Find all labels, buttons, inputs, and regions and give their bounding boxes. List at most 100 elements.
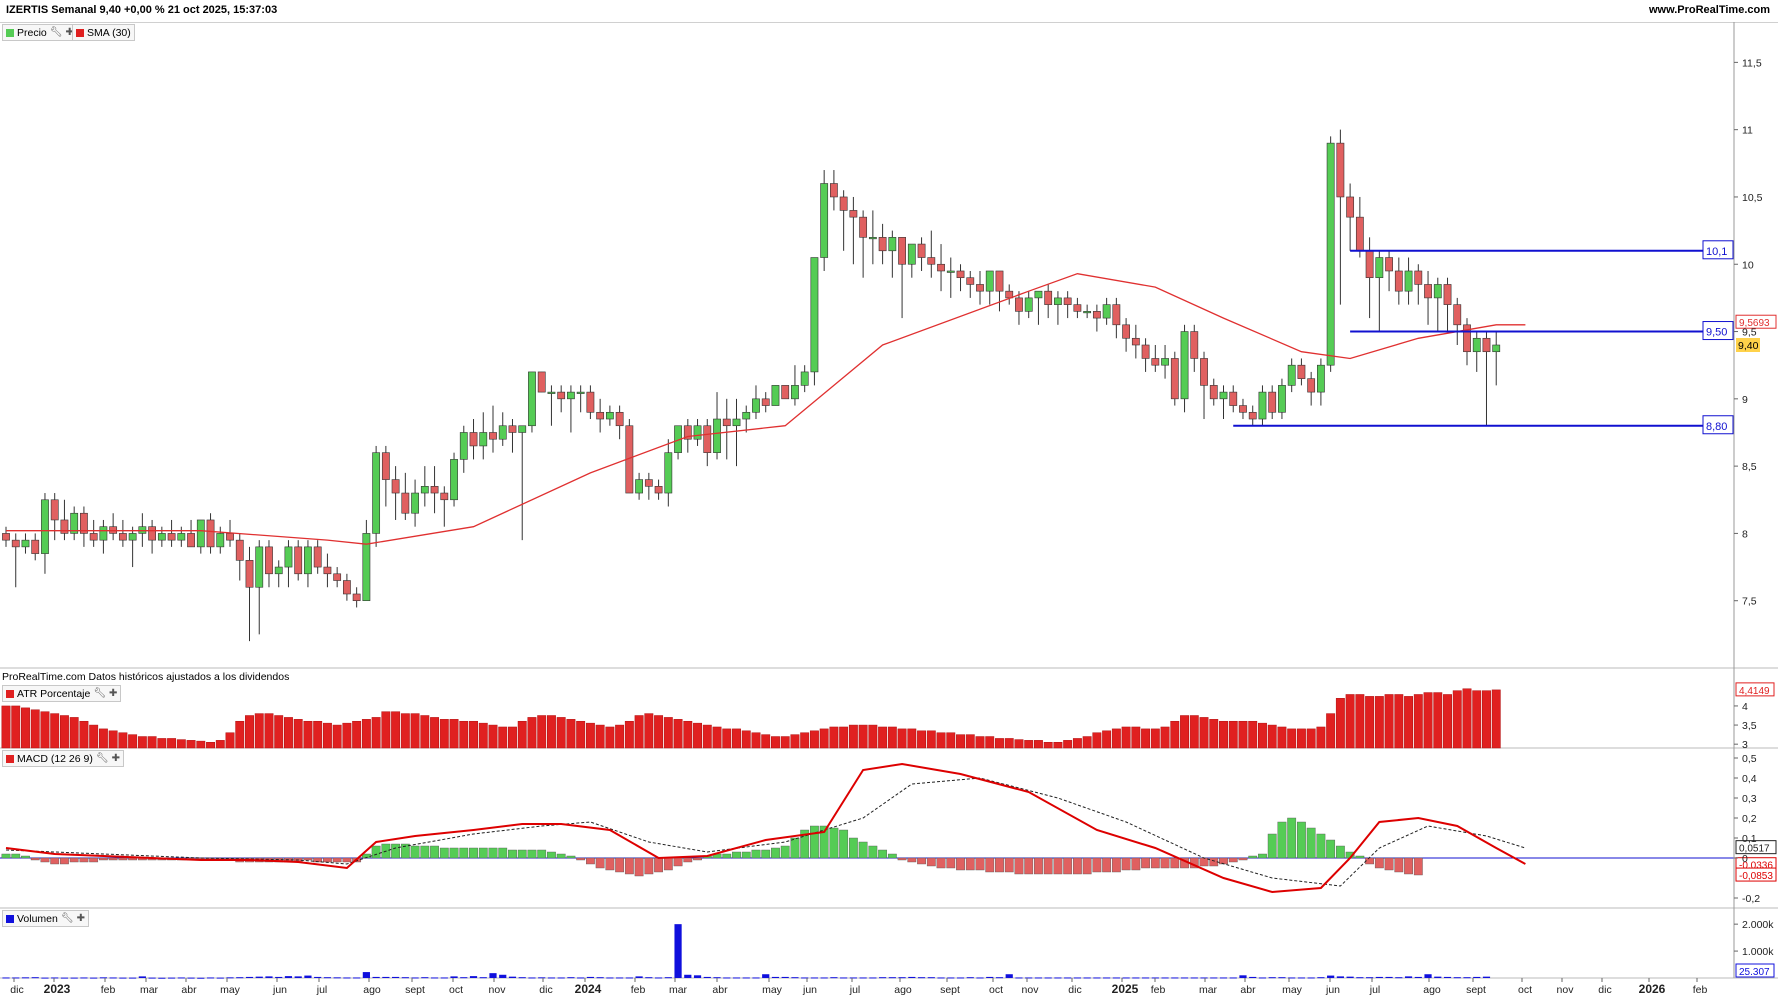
top-bar: IZERTIS Semanal 9,40 +0,00 % 21 oct 2025… xyxy=(0,0,1778,23)
candle-body xyxy=(187,533,195,548)
atr-bar xyxy=(118,732,128,749)
wrench-icon[interactable]: 🔧︎ xyxy=(49,27,63,38)
candle-body xyxy=(703,425,712,453)
atr-bar xyxy=(30,709,40,749)
plus-icon[interactable]: ✚ xyxy=(76,913,85,924)
candle-body xyxy=(557,391,566,400)
macd-histogram-bar xyxy=(1209,857,1219,867)
macd-value-tag xyxy=(1735,867,1777,882)
atr-bar xyxy=(89,724,99,749)
atr-bar xyxy=(1355,694,1365,749)
candle-body xyxy=(586,391,595,413)
atr-bar xyxy=(274,715,284,749)
macd-histogram-bar xyxy=(1063,857,1073,875)
macd-histogram-bar xyxy=(878,849,888,859)
volume-bar xyxy=(21,977,30,979)
macd-histogram-bar xyxy=(673,857,683,867)
candle-body xyxy=(966,277,975,285)
atr-bar xyxy=(985,736,995,749)
macd-histogram-bar xyxy=(1092,857,1102,873)
volume-bar xyxy=(1268,977,1276,979)
volume-bar xyxy=(1443,976,1452,978)
macd-histogram-bar xyxy=(985,857,995,873)
volume-bar xyxy=(674,924,682,978)
atr-bar xyxy=(108,730,118,749)
macd-histogram-bar xyxy=(663,857,673,871)
macd-histogram-bar xyxy=(1121,857,1131,871)
candle-body xyxy=(31,539,40,554)
candle-body xyxy=(440,492,449,501)
candle-body xyxy=(528,371,536,427)
macd-histogram-bar xyxy=(254,857,264,863)
atr-bar xyxy=(946,732,956,749)
price-legend[interactable]: Precio 🔧︎ ✚ xyxy=(2,24,78,41)
volume-bar xyxy=(1317,977,1325,979)
candle-body xyxy=(1287,364,1296,386)
atr-bar xyxy=(186,740,196,749)
atr-bar xyxy=(624,720,634,749)
macd-value-tag xyxy=(1735,840,1777,855)
macd-histogram-bar xyxy=(449,847,459,859)
macd-histogram-bar xyxy=(527,849,537,859)
volume-bar xyxy=(31,977,39,979)
plus-icon[interactable]: ✚ xyxy=(65,27,74,38)
atr-legend[interactable]: ATR Porcentaje 🔧︎ ✚ xyxy=(2,685,122,702)
x-tick-label: abr xyxy=(712,984,728,996)
wrench-icon[interactable]: 🔧︎ xyxy=(95,753,109,764)
macd-legend[interactable]: MACD (12 26 9) 🔧︎ ✚ xyxy=(2,750,124,767)
macd-histogram-bar xyxy=(995,857,1004,873)
candle-body xyxy=(1161,358,1169,366)
volume-bar xyxy=(1151,977,1159,979)
macd-histogram-bar xyxy=(40,857,50,863)
macd-histogram-bar xyxy=(1180,857,1189,869)
candle-body xyxy=(479,432,488,447)
candle-body xyxy=(635,479,643,494)
candle-body xyxy=(1024,297,1033,312)
atr-bar xyxy=(264,713,274,749)
y-tick-label: 9 xyxy=(1742,394,1748,406)
plus-icon[interactable]: ✚ xyxy=(109,688,118,699)
atr-bar xyxy=(1482,690,1491,749)
macd-histogram-bar xyxy=(1365,857,1375,865)
candle-body xyxy=(1239,405,1247,413)
atr-bar xyxy=(235,720,245,749)
atr-bar xyxy=(887,726,897,749)
volume-bar xyxy=(879,977,887,979)
candle-body xyxy=(138,526,147,534)
volume-bar xyxy=(693,975,702,978)
candle-body xyxy=(1122,324,1130,339)
x-tick-label: nov xyxy=(1557,984,1575,996)
atr-swatch xyxy=(6,689,14,698)
wrench-icon[interactable]: 🔧︎ xyxy=(60,913,74,924)
atr-bar xyxy=(1209,719,1219,749)
site-link[interactable]: www.ProRealTime.com xyxy=(1648,4,1770,16)
macd-histogram-bar xyxy=(712,853,722,859)
volume-bar xyxy=(762,974,770,978)
plus-icon[interactable]: ✚ xyxy=(111,753,120,764)
atr-bar xyxy=(926,730,936,749)
volume-bar xyxy=(255,976,263,978)
volume-bar xyxy=(51,977,59,979)
macd-histogram-bar xyxy=(400,843,410,859)
candle-body xyxy=(567,391,575,400)
volume-legend[interactable]: Volumen 🔧︎ ✚ xyxy=(2,910,89,927)
sma-legend[interactable]: SMA (30) xyxy=(72,24,135,41)
candle-body xyxy=(1414,270,1423,285)
atr-bar xyxy=(1043,742,1053,749)
candle-body xyxy=(60,519,69,534)
candle-body xyxy=(713,418,721,453)
candle-body xyxy=(1268,391,1277,413)
sma-value-label: 9,5693 xyxy=(1739,318,1770,329)
macd-histogram-bar xyxy=(722,853,732,859)
volume-bar xyxy=(771,976,780,978)
volume-bar xyxy=(937,977,945,979)
atr-bar xyxy=(1443,694,1452,749)
volume-bar xyxy=(1307,977,1315,979)
atr-bar xyxy=(79,720,89,749)
wrench-icon[interactable]: 🔧︎ xyxy=(93,688,107,699)
macd-histogram-bar xyxy=(342,857,352,863)
candle-body xyxy=(605,411,614,420)
macd-histogram-bar xyxy=(965,857,975,871)
atr-bar xyxy=(771,736,780,749)
